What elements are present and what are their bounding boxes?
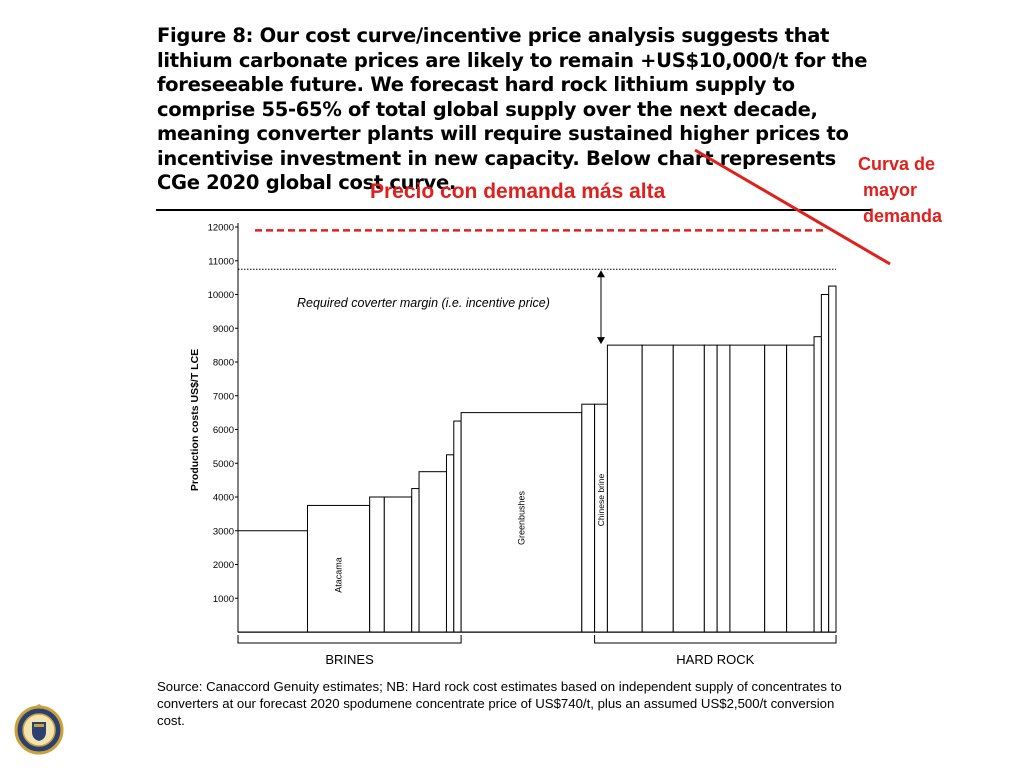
source-note: Source: Canaccord Genuity estimates; NB:… [157,679,842,728]
cost-step-bar [383,496,413,633]
cost-step-bar [703,344,718,633]
bars-layer [237,285,837,633]
cost-step-bar [828,285,837,633]
cost-step-bar [411,488,420,633]
cost-step-bar [813,336,822,633]
step-label: Greenbushes [516,490,526,545]
higher-demand-curve-annotation: Curva de mayor demanda [858,154,943,226]
group-bracket [237,635,462,644]
y-tick-label: 2000 [213,560,234,571]
figure-title: Figure 8: Our cost curve/incentive price… [157,24,868,194]
group-bracket [594,635,837,644]
y-tick-label: 6000 [213,425,234,436]
cost-step-bar [786,344,815,633]
cost-step-bar [641,344,674,633]
y-tick-label: 1000 [213,594,234,605]
group-label: BRINES [325,652,374,667]
cost-step-bar [820,294,830,633]
cost-step-bar [764,344,788,633]
cost-step-bar [672,344,705,633]
cost-step-bar [237,530,308,633]
labels-layer: Atacama Greenbushes Chinese brine BRINES HAR… [325,474,754,667]
incentive-arrow-head-up [597,270,605,278]
y-tick-label: 7000 [213,391,234,402]
cost-step-bar [306,504,371,633]
cost-step-bar [581,403,596,633]
cost-step-bar [460,412,583,633]
cost-step-bar [453,420,462,633]
cost-curve-chart: 1000 2000 3000 4000 5000 6000 7000 8000 9000 1000… [189,148,891,667]
y-tick-label: 9000 [213,324,234,335]
cost-step-bar [606,344,643,633]
cost-step-bar [369,496,385,633]
y-tick-label: 10000 [208,290,234,301]
y-tick-label: 5000 [213,459,234,470]
y-tick-label: 8000 [213,358,234,369]
cost-step-bar [729,344,766,633]
title-divider [156,209,871,211]
cost-step-bar [716,344,731,633]
group-label: HARD ROCK [676,652,754,667]
y-tick-label: 3000 [213,526,234,537]
y-tick-label: 4000 [213,493,234,504]
step-label: Chinese brine [596,474,606,527]
step-label: Atacama [334,557,344,593]
incentive-arrow-head-down [597,337,605,345]
incentive-price-label: Required coverter margin (i.e. incentive… [297,296,550,310]
cost-step-bar [445,454,455,633]
y-tick-label: 11000 [208,256,234,267]
cost-step-bar [418,471,447,633]
institution-seal-logo [14,704,64,755]
y-tick-label: 12000 [208,223,234,234]
y-axis-label: Production costs US$/T LCE [189,349,201,491]
higher-demand-price-annotation: Precio con demanda más alta [370,180,666,203]
red-pointer-line [694,148,891,266]
